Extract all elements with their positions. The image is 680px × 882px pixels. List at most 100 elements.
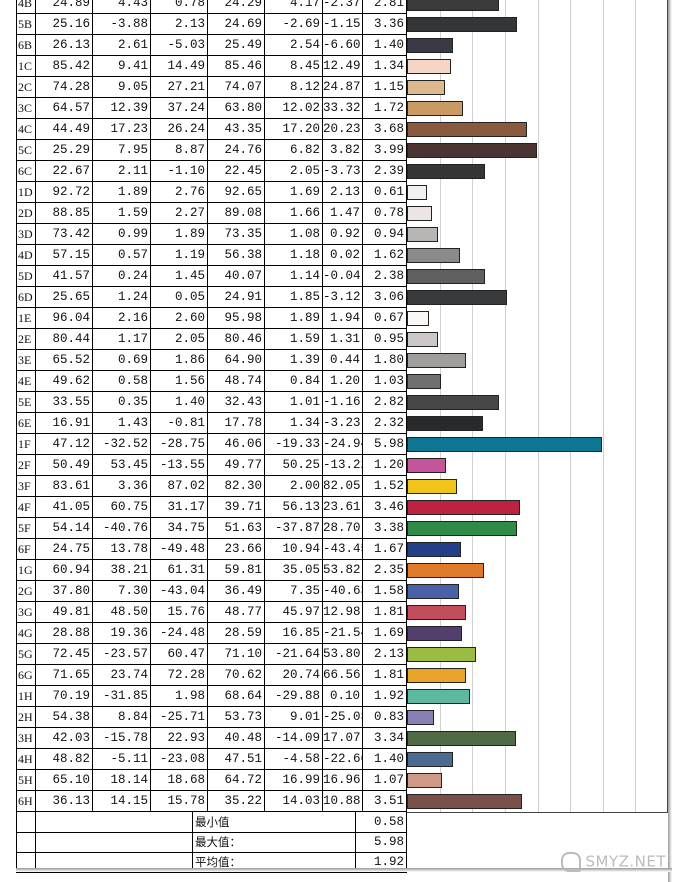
- table-row: 2D 88.85 1.59 2.27 89.08 1.66 1.47 0.78: [16, 203, 668, 224]
- lab-value-cell: 2.61: [93, 35, 151, 56]
- summary-empty-cell: [36, 852, 193, 873]
- delta-e-bar: [407, 668, 467, 683]
- lab-value-cell: 0.84: [265, 371, 323, 392]
- lab-value-cell: 28.70: [323, 518, 363, 539]
- patch-id-cell: 1C: [16, 56, 36, 77]
- lab-value-cell: 20.74: [265, 665, 323, 686]
- delta-e-cell: 3.99: [363, 140, 407, 161]
- lab-value-cell: 1.01: [265, 392, 323, 413]
- bar-cell: [407, 728, 668, 749]
- lab-value-cell: 63.80: [208, 98, 265, 119]
- lab-value-cell: 53.45: [93, 455, 151, 476]
- lab-value-cell: 65.10: [36, 770, 93, 791]
- table-row: 5D 41.57 0.24 1.45 40.07 1.14 -0.04 2.38: [16, 266, 668, 287]
- table-row: 1C 85.42 9.41 14.49 85.46 8.45 12.49 1.34: [16, 56, 668, 77]
- lab-value-cell: 22.67: [36, 161, 93, 182]
- lab-value-cell: -14.09: [265, 728, 323, 749]
- delta-e-cell: 3.51: [363, 791, 407, 812]
- patch-id-cell: 3C: [16, 98, 36, 119]
- table-row: 6D 25.65 1.24 0.05 24.91 1.85 -3.12 3.06: [16, 287, 668, 308]
- summary-label: 最小值: [193, 812, 356, 833]
- lab-value-cell: -3.23: [323, 413, 363, 434]
- patch-id-cell: 1E: [16, 308, 36, 329]
- lab-value-cell: 0.05: [151, 287, 208, 308]
- lab-value-cell: 26.13: [36, 35, 93, 56]
- patch-id-cell: 6H: [16, 791, 36, 812]
- lab-value-cell: 24.89: [36, 0, 93, 14]
- lab-value-cell: 1.18: [265, 245, 323, 266]
- delta-e-cell: 1.92: [363, 686, 407, 707]
- summary-value: 5.98: [356, 832, 407, 853]
- bar-cell: [407, 119, 668, 140]
- lab-value-cell: 32.43: [208, 392, 265, 413]
- lab-value-cell: 1.59: [265, 329, 323, 350]
- lab-value-cell: -43.45: [323, 539, 363, 560]
- delta-e-bar: [407, 59, 451, 74]
- delta-e-cell: 1.72: [363, 98, 407, 119]
- patch-id-cell: 5G: [16, 644, 36, 665]
- lab-value-cell: 8.45: [265, 56, 323, 77]
- lab-value-cell: 10.94: [265, 539, 323, 560]
- delta-e-cell: 1.62: [363, 245, 407, 266]
- delta-e-cell: 3.06: [363, 287, 407, 308]
- delta-e-bar: [407, 731, 516, 746]
- lab-value-cell: 1.69: [265, 182, 323, 203]
- lab-value-cell: 1.08: [265, 224, 323, 245]
- lab-value-cell: 1.85: [265, 287, 323, 308]
- lab-value-cell: 18.14: [93, 770, 151, 791]
- lab-value-cell: 50.25: [265, 455, 323, 476]
- bar-cell: [407, 497, 668, 518]
- bar-cell: [407, 644, 668, 665]
- delta-e-cell: 1.40: [363, 35, 407, 56]
- table-row: 2C 74.28 9.05 27.21 74.07 8.12 24.87 1.15: [16, 77, 668, 98]
- lab-value-cell: 46.06: [208, 434, 265, 455]
- delta-e-bar: [407, 353, 466, 368]
- delta-e-bar: [407, 17, 517, 32]
- lab-value-cell: 0.44: [323, 350, 363, 371]
- patch-id-cell: 6D: [16, 287, 36, 308]
- lab-value-cell: 24.75: [36, 539, 93, 560]
- delta-e-cell: 2.35: [363, 560, 407, 581]
- lab-value-cell: 27.21: [151, 77, 208, 98]
- lab-value-cell: 53.82: [323, 560, 363, 581]
- lab-value-cell: 22.93: [151, 728, 208, 749]
- lab-value-cell: 7.95: [93, 140, 151, 161]
- delta-e-bar: [407, 416, 483, 431]
- lab-value-cell: 54.38: [36, 707, 93, 728]
- delta-e-bar: [407, 437, 603, 452]
- table-row: 5B 25.16 -3.88 2.13 24.69 -2.69 -1.15 3.36: [16, 14, 668, 35]
- lab-value-cell: 14.15: [93, 791, 151, 812]
- bar-cell: [407, 329, 668, 350]
- lab-value-cell: 16.99: [265, 770, 323, 791]
- lab-value-cell: -1.15: [323, 14, 363, 35]
- lab-value-cell: 23.74: [93, 665, 151, 686]
- chart-gridline: [504, 0, 506, 812]
- lab-value-cell: 73.42: [36, 224, 93, 245]
- delta-e-cell: 3.68: [363, 119, 407, 140]
- lab-value-cell: 85.46: [208, 56, 265, 77]
- lab-value-cell: 4.43: [93, 0, 151, 14]
- lab-value-cell: -19.33: [265, 434, 323, 455]
- lab-value-cell: -2.37: [323, 0, 363, 14]
- lab-value-cell: 0.69: [93, 350, 151, 371]
- lab-value-cell: 1.86: [151, 350, 208, 371]
- lab-value-cell: 13.78: [93, 539, 151, 560]
- lab-value-cell: 1.94: [323, 308, 363, 329]
- lab-value-cell: 66.56: [323, 665, 363, 686]
- table-row: 1D 92.72 1.89 2.76 92.65 1.69 2.13 0.61: [16, 182, 668, 203]
- lab-value-cell: -13.22: [323, 455, 363, 476]
- lab-value-cell: 48.82: [36, 749, 93, 770]
- lab-value-cell: -15.78: [93, 728, 151, 749]
- delta-e-cell: 1.07: [363, 770, 407, 791]
- lab-value-cell: 61.31: [151, 560, 208, 581]
- lab-value-cell: 53.80: [323, 644, 363, 665]
- table-row: 1G 60.94 38.21 61.31 59.81 35.05 53.82 2.35: [16, 560, 668, 581]
- lab-value-cell: 2.05: [265, 161, 323, 182]
- delta-e-cell: 3.34: [363, 728, 407, 749]
- patch-id-cell: 3D: [16, 224, 36, 245]
- bar-cell: [407, 77, 668, 98]
